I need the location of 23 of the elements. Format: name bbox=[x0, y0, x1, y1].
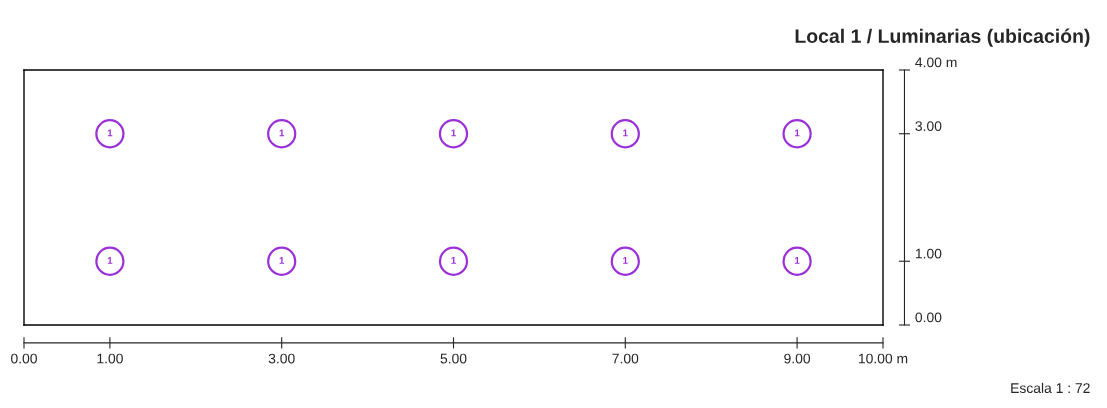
annotation: 1 bbox=[623, 257, 628, 264]
annotation: 1 bbox=[795, 257, 800, 264]
y-tick-label: 0.00 bbox=[915, 312, 942, 323]
text: Local 1 / Luminarias (ubicación) bbox=[795, 28, 1090, 47]
x-tick-label: 10.00 m bbox=[858, 353, 908, 364]
x-tick-label: 5.00 bbox=[440, 353, 467, 364]
x-tick-label: 3.00 bbox=[268, 353, 295, 364]
annotation: 1 bbox=[795, 129, 800, 137]
y-tick-label: 1.00 bbox=[915, 248, 942, 259]
annotation: 1 bbox=[107, 129, 113, 137]
x-tick-label: 7.00 bbox=[612, 353, 639, 364]
annotation: 1 bbox=[451, 129, 456, 137]
annotation: 1 bbox=[623, 129, 628, 137]
x-tick-label: 1.00 bbox=[97, 353, 123, 364]
annotation: 1 bbox=[107, 257, 113, 264]
annotation: 1 bbox=[279, 129, 285, 137]
y-tick-label: 3.00 bbox=[915, 121, 942, 131]
annotation: 1 bbox=[279, 257, 285, 264]
x-tick-label: 0.00 bbox=[11, 353, 37, 364]
text: Escala 1 : 72 bbox=[1011, 382, 1090, 394]
annotation: 1 bbox=[451, 257, 456, 264]
x-tick-label: 9.00 bbox=[784, 353, 811, 364]
y-tick-label: 4.00 m bbox=[915, 57, 957, 68]
